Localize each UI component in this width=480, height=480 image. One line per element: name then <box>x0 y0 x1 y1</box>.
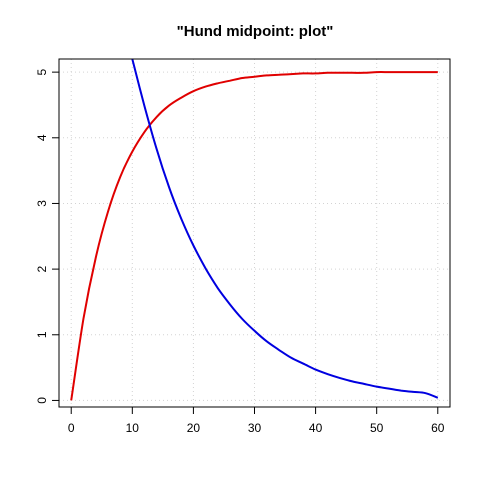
y-tick-label: 0 <box>35 397 49 404</box>
x-tick-label: 10 <box>126 421 140 435</box>
x-tick-label: 20 <box>187 421 201 435</box>
series-line-2 <box>131 59 439 399</box>
y-tick-label: 3 <box>35 200 49 207</box>
grid <box>59 59 450 407</box>
x-tick-label: 50 <box>370 421 384 435</box>
x-tick-label: 40 <box>309 421 323 435</box>
series-group <box>70 59 439 401</box>
y-axis: 0 1 2 3 4 5 <box>35 68 60 404</box>
series-line-1 <box>70 71 438 401</box>
y-tick-label: 4 <box>35 134 49 141</box>
y-tick-label: 2 <box>35 265 49 272</box>
y-tick-label: 1 <box>35 331 49 338</box>
x-tick-label: 30 <box>248 421 262 435</box>
y-tick-label: 5 <box>35 68 49 75</box>
x-axis: 0 10 20 30 40 50 60 <box>68 406 445 435</box>
x-tick-label: 0 <box>68 421 75 435</box>
chart-title: "Hund midpoint: plot" <box>177 23 334 40</box>
x-tick-label: 60 <box>431 421 445 435</box>
